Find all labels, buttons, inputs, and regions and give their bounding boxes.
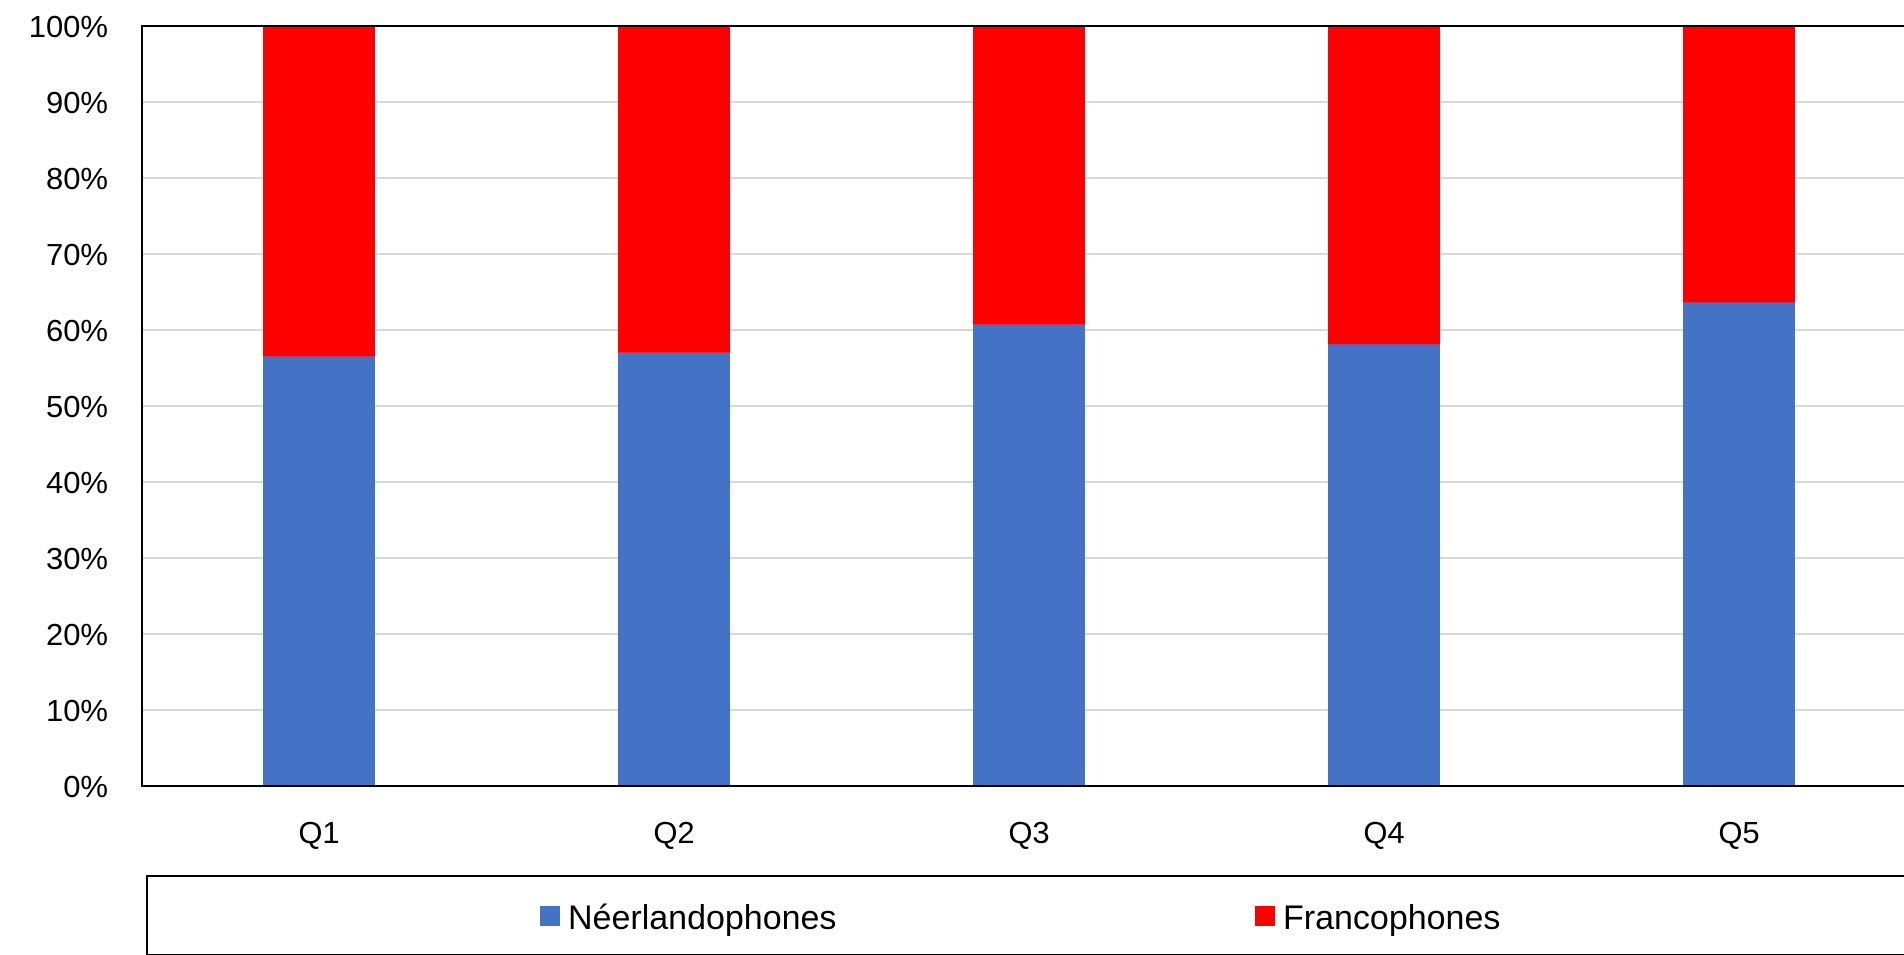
legend-label-francophones: Francophones: [1283, 899, 1500, 937]
bar-neerlandophones-q3: [973, 324, 1085, 786]
y-tick-label: 0%: [63, 769, 108, 804]
bar-francophones-q3: [973, 26, 1085, 325]
y-tick-label: 30%: [46, 541, 108, 576]
x-tick-label: Q2: [653, 815, 694, 850]
bar-francophones-q4: [1328, 26, 1440, 345]
x-tick-label: Q3: [1008, 815, 1049, 850]
bar-francophones-q5: [1683, 26, 1795, 303]
bar-neerlandophones-q4: [1328, 344, 1440, 786]
bar-neerlandophones-q5: [1683, 302, 1795, 786]
x-tick-label: Q1: [298, 815, 339, 850]
bar-neerlandophones-q1: [263, 356, 375, 786]
legend-swatch-francophones: [1255, 906, 1275, 926]
legend-label-neerlandophones: Néerlandophones: [568, 899, 836, 937]
legend: Néerlandophones Francophones: [146, 875, 1904, 955]
y-tick-label: 80%: [46, 161, 108, 196]
y-tick-label: 90%: [46, 85, 108, 120]
bar-francophones-q1: [263, 26, 375, 357]
y-tick-label: 70%: [46, 237, 108, 272]
bar-neerlandophones-q2: [618, 352, 730, 786]
legend-frame: [146, 875, 1904, 955]
y-tick-label: 20%: [46, 617, 108, 652]
x-tick-label: Q5: [1718, 815, 1759, 850]
y-tick-label: 100%: [29, 9, 108, 44]
y-tick-label: 60%: [46, 313, 108, 348]
x-tick-label: Q4: [1363, 815, 1404, 850]
bar-francophones-q2: [618, 26, 730, 353]
y-tick-label: 50%: [46, 389, 108, 424]
plot-area-frame: [141, 25, 1904, 787]
y-axis-tick-labels: 0% 10% 20% 30% 40% 50% 60% 70% 80% 90% 100%: [29, 9, 108, 804]
y-tick-label: 40%: [46, 465, 108, 500]
x-axis-tick-labels: Q1 Q2 Q3 Q4 Q5: [298, 815, 1759, 850]
y-tick-label: 10%: [46, 693, 108, 728]
legend-swatch-neerlandophones: [540, 906, 560, 926]
bars: [263, 26, 1795, 786]
